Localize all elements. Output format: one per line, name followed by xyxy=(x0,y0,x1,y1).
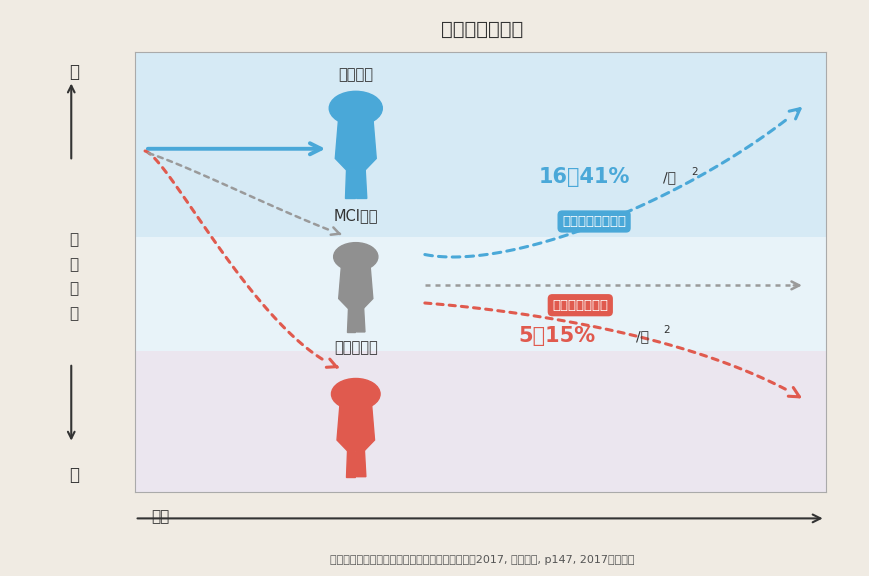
Text: 年齢: 年齢 xyxy=(151,509,170,524)
Polygon shape xyxy=(356,308,365,332)
Bar xyxy=(135,52,826,237)
Bar xyxy=(135,351,826,492)
Circle shape xyxy=(329,92,382,125)
Bar xyxy=(135,237,826,351)
Text: 高: 高 xyxy=(69,63,79,81)
Text: 認知機能が戻る人: 認知機能が戻る人 xyxy=(562,215,626,228)
Polygon shape xyxy=(347,308,355,332)
Text: 5〜15%: 5〜15% xyxy=(518,326,595,346)
Polygon shape xyxy=(335,120,376,170)
Text: 認知症の人: 認知症の人 xyxy=(334,340,378,355)
Text: 加齢と認知機能: 加齢と認知機能 xyxy=(441,20,523,39)
Text: 2: 2 xyxy=(691,166,698,177)
Text: 認知症に進む人: 認知症に進む人 xyxy=(553,299,608,312)
Polygon shape xyxy=(356,170,367,199)
Text: /年: /年 xyxy=(635,329,648,343)
Text: 16〜41%: 16〜41% xyxy=(539,168,630,187)
Polygon shape xyxy=(345,170,355,199)
Text: 日本神経学会監修：認知症疾患診療ガイドライン2017, 医学書院, p147, 2017より作成: 日本神経学会監修：認知症疾患診療ガイドライン2017, 医学書院, p147, … xyxy=(330,555,634,565)
Text: 認
知
機
能: 認 知 機 能 xyxy=(70,232,78,321)
Polygon shape xyxy=(346,450,355,477)
Polygon shape xyxy=(339,267,373,308)
Text: 2: 2 xyxy=(663,325,670,335)
Circle shape xyxy=(334,242,378,271)
Text: 健常な人: 健常な人 xyxy=(338,67,374,82)
Circle shape xyxy=(331,378,380,410)
Text: MCIの人: MCIの人 xyxy=(334,209,378,223)
Polygon shape xyxy=(337,405,375,450)
Text: /年: /年 xyxy=(663,170,676,184)
Text: 低: 低 xyxy=(69,466,79,484)
Polygon shape xyxy=(356,450,366,477)
